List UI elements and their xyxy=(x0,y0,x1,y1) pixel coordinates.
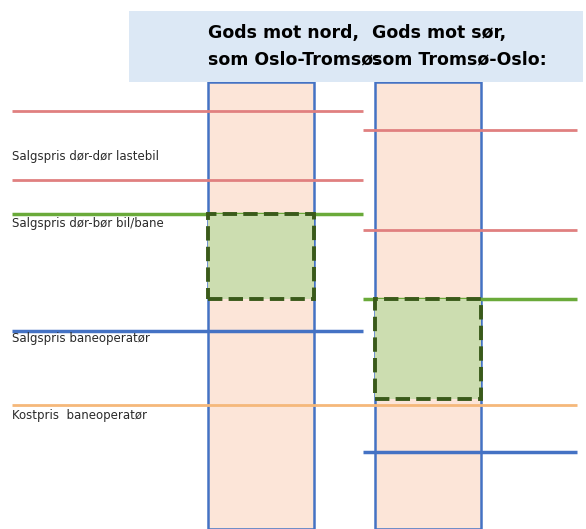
Bar xyxy=(208,214,314,299)
Text: Salgspris dør-dør lastebil: Salgspris dør-dør lastebil xyxy=(12,150,159,162)
Text: Kostpris  baneoperatør: Kostpris baneoperatør xyxy=(12,409,146,422)
Bar xyxy=(208,82,314,529)
Text: Salgspris dør-bør bil/bane: Salgspris dør-bør bil/bane xyxy=(12,217,163,230)
Bar xyxy=(375,82,481,529)
Text: Gods mot sør,
som Tromsø-Oslo:: Gods mot sør, som Tromsø-Oslo: xyxy=(372,24,547,69)
Bar xyxy=(375,299,481,399)
Text: Salgspris baneoperatør: Salgspris baneoperatør xyxy=(12,332,149,345)
Text: Gods mot nord,
som Oslo-Tromsø:: Gods mot nord, som Oslo-Tromsø: xyxy=(208,24,380,69)
Bar xyxy=(129,11,583,82)
